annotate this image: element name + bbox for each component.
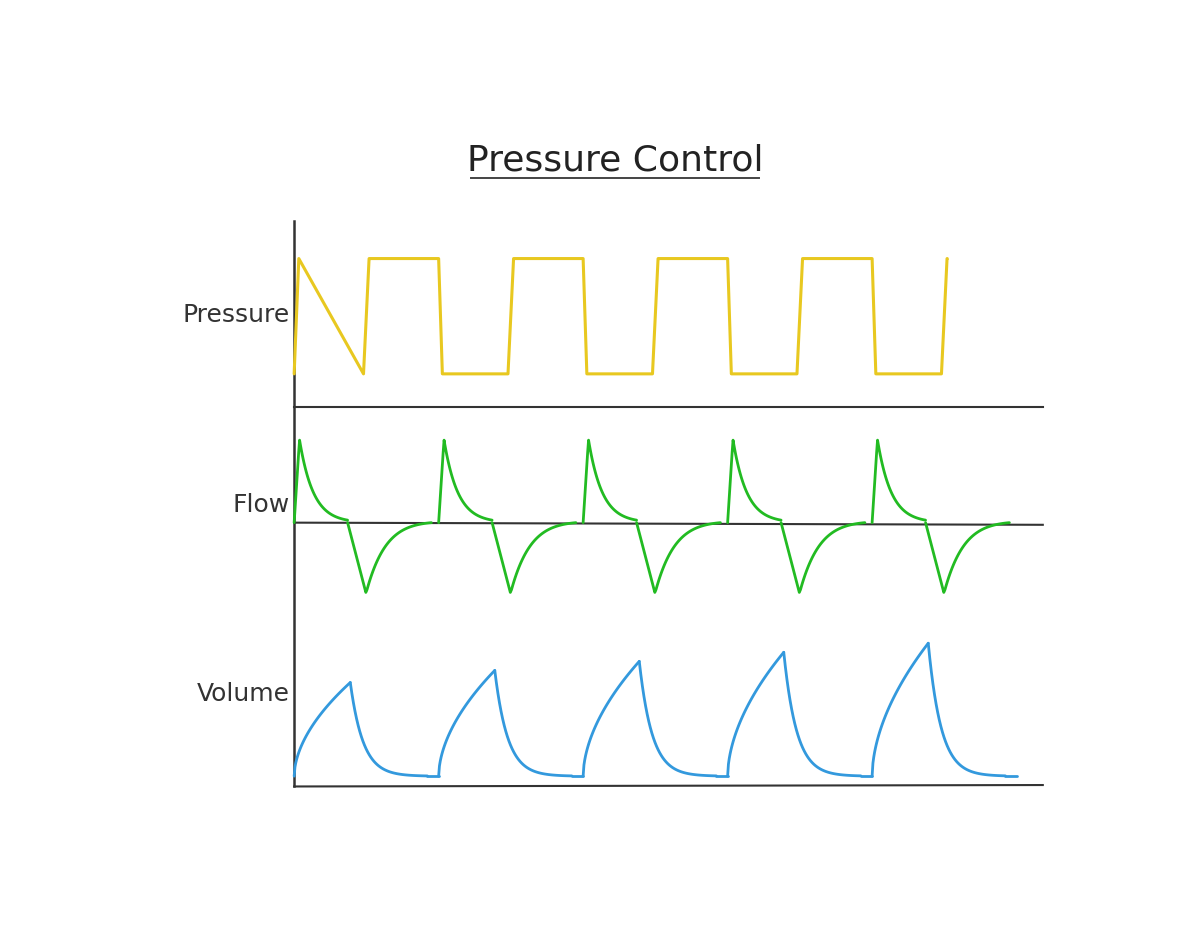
Text: Volume: Volume [197, 682, 289, 705]
Text: Flow: Flow [233, 493, 289, 516]
Text: Pressure: Pressure [182, 303, 289, 327]
Text: Pressure Control: Pressure Control [467, 144, 763, 177]
